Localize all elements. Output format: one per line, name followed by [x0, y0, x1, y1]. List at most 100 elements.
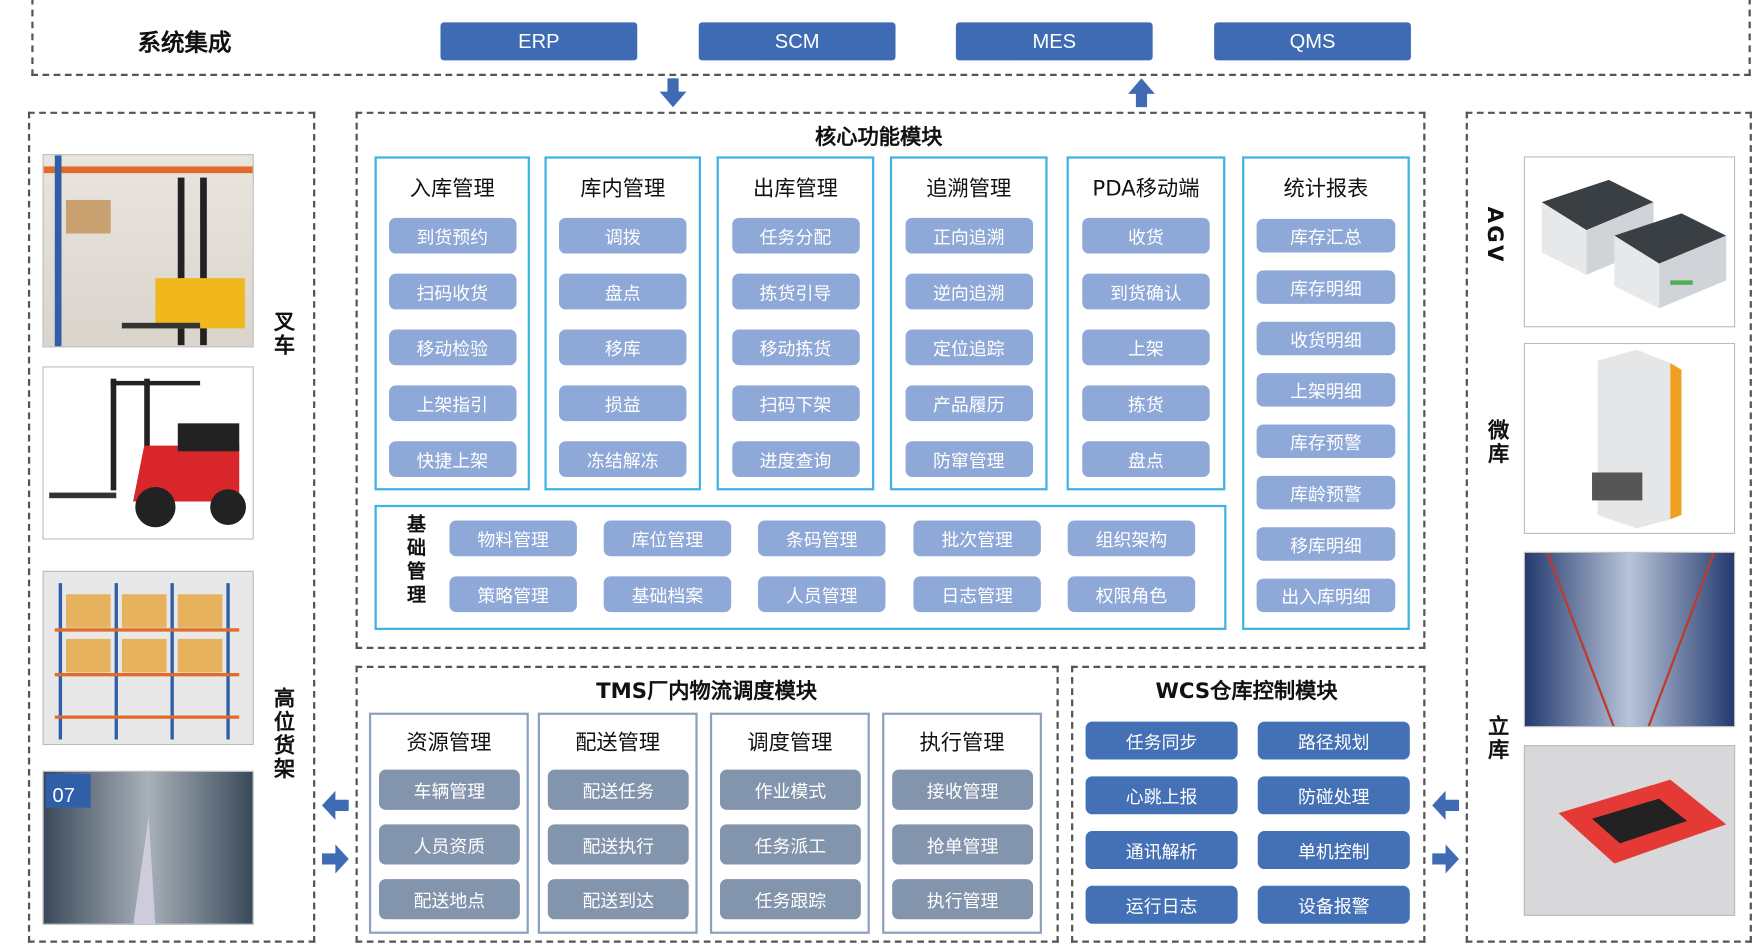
core-column: 出库管理 [716, 156, 875, 491]
basic-management-box [374, 504, 1227, 630]
function-button[interactable]: 损益 [559, 385, 687, 422]
basic-button[interactable]: 人员管理 [758, 576, 886, 613]
report-button[interactable]: 库存明细 [1256, 270, 1396, 304]
function-button[interactable]: 调拨 [559, 217, 687, 254]
function-button[interactable]: 移动检验 [388, 329, 516, 366]
tms-button[interactable]: 接收管理 [892, 769, 1034, 810]
function-button[interactable]: 盘点 [1082, 441, 1210, 477]
warehouse-aisle-image: 07 [42, 770, 254, 925]
micro-warehouse-image [1523, 342, 1736, 534]
report-button[interactable]: 出入库明细 [1256, 578, 1396, 613]
basic-button[interactable]: 基础档案 [603, 576, 732, 613]
tms-button[interactable]: 配送执行 [547, 824, 689, 865]
core-column: 入库管理 [374, 156, 530, 491]
wcs-button[interactable]: 通讯解析 [1085, 831, 1238, 870]
function-button[interactable]: 防窜管理 [905, 441, 1033, 477]
wcs-button[interactable]: 任务同步 [1085, 721, 1238, 760]
column-title: 出库管理 [752, 176, 838, 202]
function-button[interactable]: 移动拣货 [731, 329, 860, 366]
tms-button[interactable]: 车辆管理 [379, 769, 520, 810]
tms-button[interactable]: 抢单管理 [892, 824, 1034, 865]
core-column: 库内管理 [544, 156, 701, 491]
tms-button[interactable]: 配送到达 [547, 879, 689, 920]
report-button[interactable]: 库存汇总 [1256, 218, 1396, 253]
function-button[interactable]: 拣货引导 [731, 273, 860, 310]
core-column: PDA移动端 [1066, 156, 1226, 491]
tms-button[interactable]: 执行管理 [892, 879, 1034, 920]
function-button[interactable]: 任务分配 [731, 217, 860, 254]
agv-label: AGV [1482, 206, 1508, 264]
function-button[interactable]: 拣货 [1082, 385, 1210, 422]
tms-button[interactable]: 配送任务 [547, 769, 689, 810]
basic-button[interactable]: 物料管理 [449, 520, 577, 557]
function-button[interactable]: 扫码下架 [731, 385, 860, 422]
tms-button[interactable]: 人员资质 [379, 824, 520, 865]
function-button[interactable]: 产品履历 [905, 385, 1033, 422]
wcs-button[interactable]: 设备报警 [1257, 885, 1410, 924]
wcs-button[interactable]: 防碰处理 [1257, 776, 1410, 815]
column-title: 追溯管理 [926, 176, 1012, 202]
column-title: PDA移动端 [1092, 176, 1200, 202]
column-title: 资源管理 [406, 730, 492, 756]
system-button-qms[interactable]: QMS [1214, 22, 1411, 61]
asrs-rack-image [1523, 551, 1736, 728]
column-title: 调度管理 [747, 730, 833, 756]
wcs-button[interactable]: 运行日志 [1085, 885, 1238, 924]
tms-button[interactable]: 任务派工 [719, 824, 861, 865]
forklift-image [42, 366, 254, 540]
function-button[interactable]: 到货预约 [388, 217, 516, 254]
left-equipment-panel [27, 111, 316, 943]
tms-button[interactable]: 作业模式 [719, 769, 861, 810]
tms-button[interactable]: 配送地点 [379, 879, 520, 920]
function-button[interactable]: 逆向追溯 [905, 273, 1033, 310]
svg-text:07: 07 [53, 785, 75, 807]
function-button[interactable]: 盘点 [559, 273, 687, 310]
report-button[interactable]: 库龄预警 [1256, 475, 1396, 510]
basic-button[interactable]: 策略管理 [449, 576, 577, 613]
function-button[interactable]: 移库 [559, 329, 687, 366]
forklift-label: 叉车 [270, 310, 296, 358]
function-button[interactable]: 上架 [1082, 329, 1210, 366]
tms-column: 配送管理 [537, 712, 698, 934]
basic-button[interactable]: 条码管理 [758, 520, 886, 557]
function-button[interactable]: 快捷上架 [388, 441, 516, 477]
basic-button[interactable]: 库位管理 [603, 520, 732, 557]
wcs-module-panel [1071, 665, 1426, 943]
asrs-label: 立库 [1484, 714, 1510, 762]
basic-button[interactable]: 权限角色 [1067, 576, 1196, 613]
system-integration-title: 系统集成 [137, 29, 232, 56]
function-button[interactable]: 收货 [1082, 217, 1210, 254]
function-button[interactable]: 扫码收货 [388, 273, 516, 310]
wcs-button[interactable]: 单机控制 [1257, 831, 1410, 870]
system-button-erp[interactable]: ERP [440, 22, 638, 61]
core-module-title: 核心功能模块 [815, 125, 943, 150]
system-button-mes[interactable]: MES [955, 22, 1153, 61]
function-button[interactable]: 到货确认 [1082, 273, 1210, 310]
basic-management-title: 基础管理 [402, 513, 425, 608]
tms-button[interactable]: 任务跟踪 [719, 879, 861, 920]
report-button[interactable]: 上架明细 [1256, 373, 1396, 407]
reach-truck-image [42, 154, 254, 348]
report-button[interactable]: 库存预警 [1256, 424, 1396, 458]
arrow-down-icon [659, 78, 687, 108]
right-equipment-panel [1465, 111, 1752, 943]
function-button[interactable]: 定位追踪 [905, 329, 1033, 366]
column-title: 入库管理 [409, 176, 495, 202]
basic-button[interactable]: 组织架构 [1067, 520, 1196, 557]
function-button[interactable]: 正向追溯 [905, 217, 1033, 254]
wcs-button[interactable]: 路径规划 [1257, 721, 1410, 760]
column-title: 执行管理 [919, 730, 1005, 756]
function-button[interactable]: 冻结解冻 [559, 441, 687, 477]
basic-button[interactable]: 日志管理 [913, 576, 1041, 613]
tms-column: 资源管理 [368, 712, 529, 934]
report-button[interactable]: 收货明细 [1256, 321, 1396, 356]
function-button[interactable]: 进度查询 [731, 441, 860, 477]
basic-button[interactable]: 批次管理 [913, 520, 1041, 557]
high-rack-3d-image [42, 570, 254, 746]
report-button[interactable]: 移库明细 [1256, 527, 1396, 561]
system-button-scm[interactable]: SCM [698, 22, 896, 61]
system-integration-panel [31, 0, 1751, 76]
wcs-button[interactable]: 心跳上报 [1085, 776, 1238, 815]
function-button[interactable]: 上架指引 [388, 385, 516, 422]
tms-module-panel [355, 665, 1059, 943]
